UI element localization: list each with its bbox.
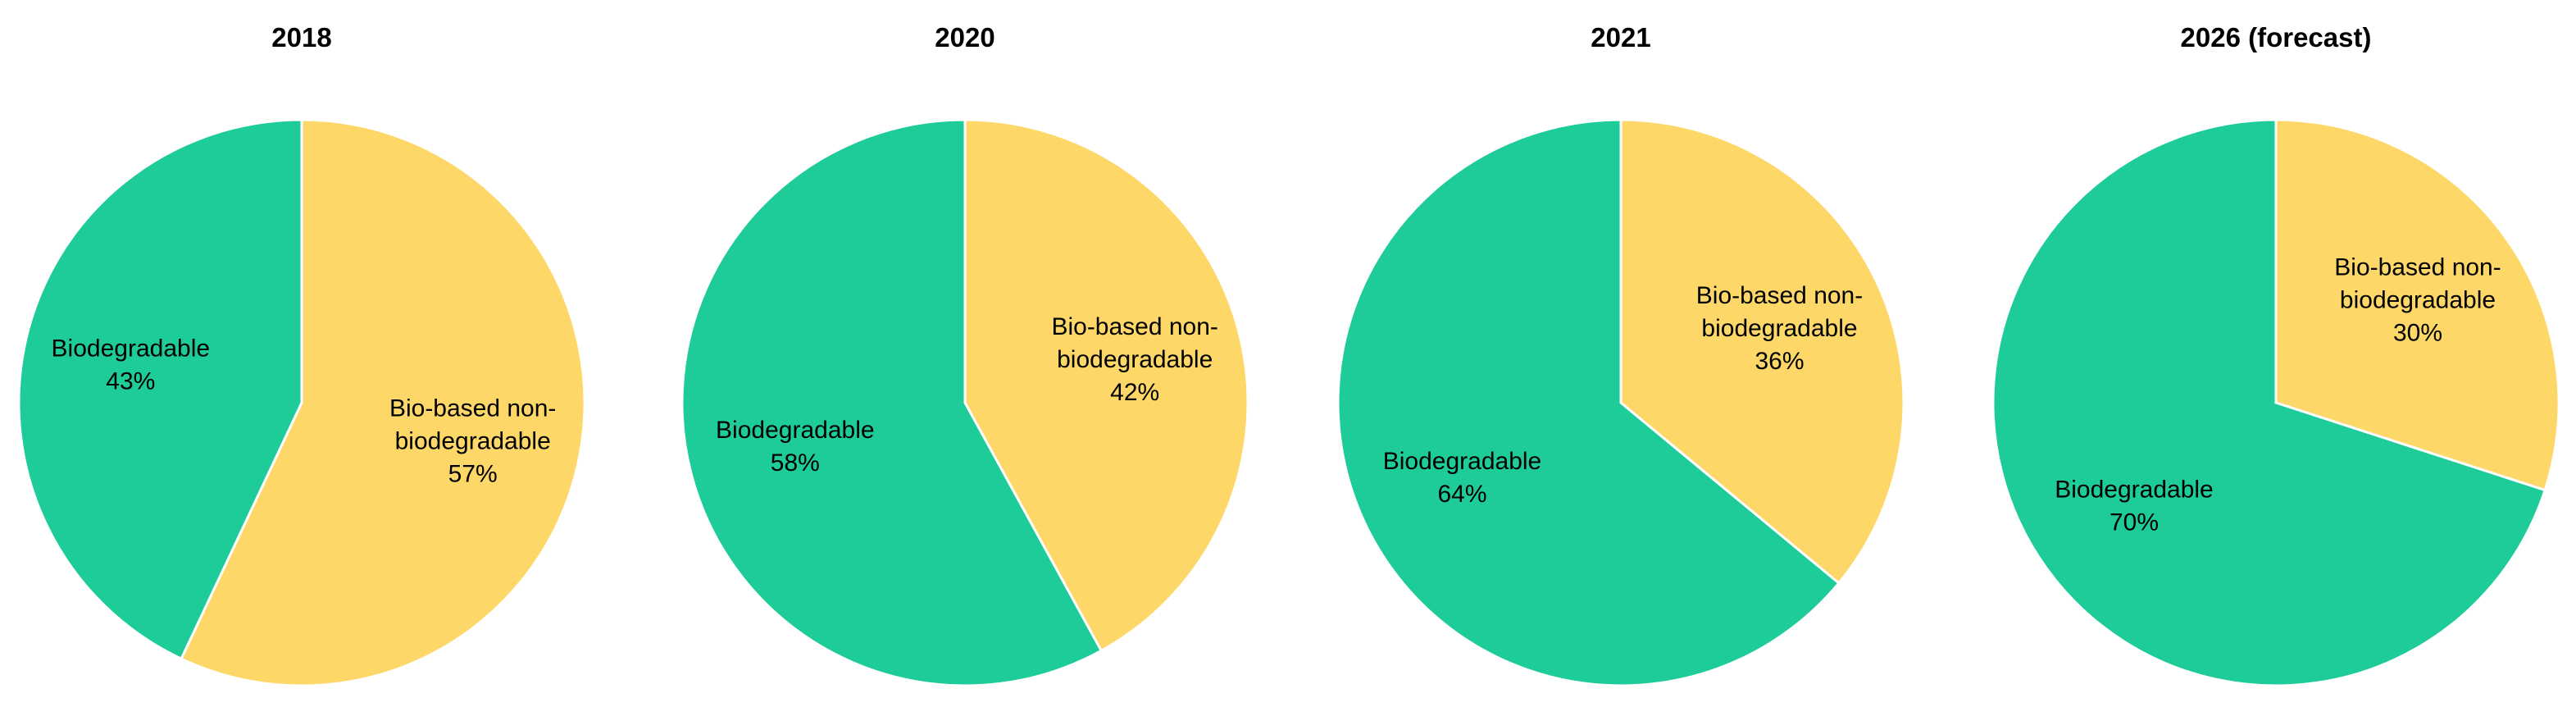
pie-chart-3: 2021 Bio-based non-biodegradable 36% Biodeg…: [1336, 22, 1905, 687]
pie-slice-biodegradable: [1336, 118, 1841, 687]
slice-value-label: 36%: [1755, 348, 1804, 375]
pie-slice-biodegradable: [1991, 118, 2547, 687]
pie-slice-biodegradable: [17, 118, 303, 661]
slice-category-label: Biodegradable: [52, 335, 211, 362]
pie-slice-bio-based-non-biodegradable: [963, 118, 1249, 653]
pie-slice-bio-based-non-biodegradable: [2274, 118, 2560, 492]
pie-slice-biodegradable: [680, 118, 1104, 687]
pie-title: 2021: [1591, 22, 1650, 52]
slice-value-label: 70%: [2109, 509, 2159, 536]
slice-value-label: 30%: [2393, 319, 2442, 346]
slice-value-label: 43%: [106, 367, 155, 395]
slice-category-label: Bio-based non-: [2334, 253, 2501, 281]
pie-chart-2: 2020 Bio-based non-biodegradable 42% Biodeg…: [680, 22, 1249, 687]
slice-category-label: biodegradable: [2340, 286, 2496, 313]
slice-value-label: 64%: [1437, 481, 1486, 508]
pie-chart-4: 2026 (forecast) Bio-based non-biodegradab…: [1991, 22, 2560, 687]
slice-category-label: biodegradable: [1701, 315, 1857, 342]
slice-category-label: Biodegradable: [1383, 448, 1542, 475]
pie-slice-bio-based-non-biodegradable: [180, 118, 586, 687]
pie-title: 2020: [935, 22, 994, 52]
slice-category-label: Bio-based non-: [1051, 313, 1217, 340]
slice-value-label: 42%: [1110, 379, 1159, 406]
slice-category-label: biodegradable: [1057, 346, 1213, 373]
pie-chart-1: 2018 Bio-based non-biodegradable 57% Biodeg…: [17, 22, 586, 687]
slice-category-label: Biodegradable: [2055, 477, 2214, 504]
slice-value-label: 58%: [771, 449, 820, 477]
pie-slice-bio-based-non-biodegradable: [1619, 118, 1905, 586]
slice-category-label: Bio-based non-: [389, 395, 556, 422]
slice-value-label: 57%: [448, 461, 498, 488]
slice-category-label: Biodegradable: [716, 417, 875, 444]
slice-category-label: biodegradable: [395, 428, 551, 455]
pie-title: 2026 (forecast): [2181, 22, 2372, 52]
slice-category-label: Bio-based non-: [1696, 282, 1863, 309]
pie-title: 2018: [271, 22, 331, 52]
